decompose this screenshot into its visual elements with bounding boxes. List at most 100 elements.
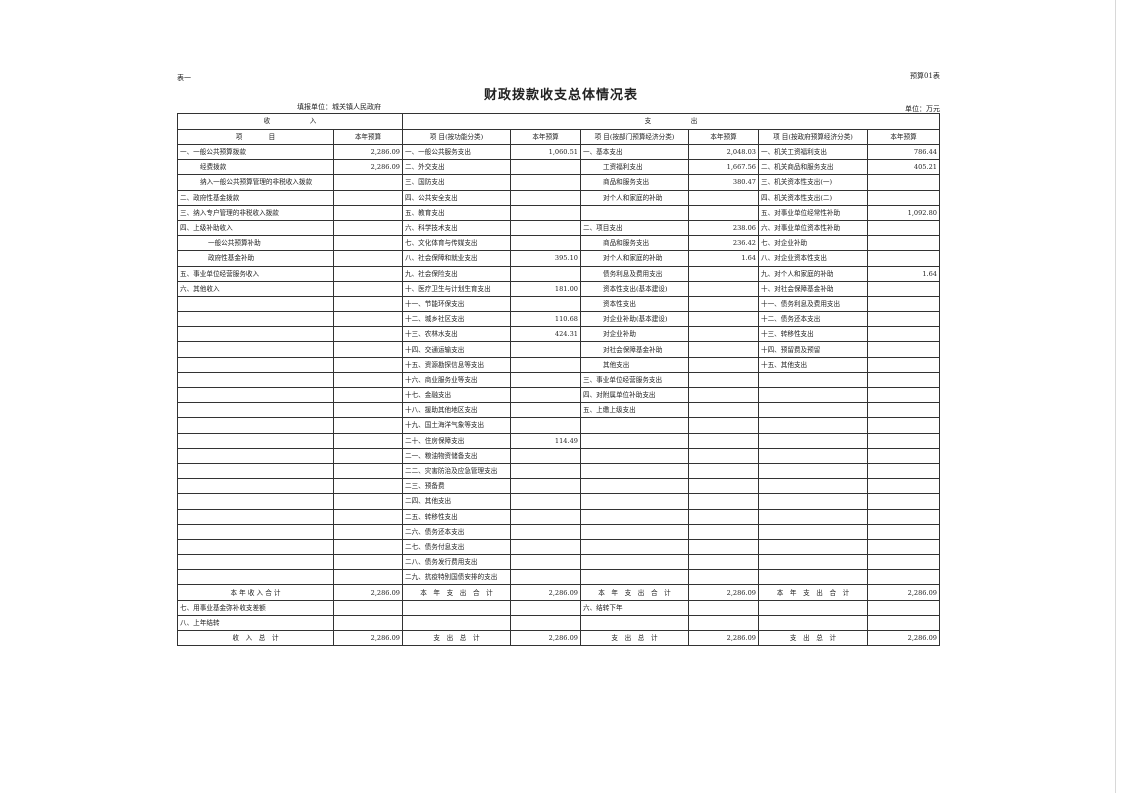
income-item-cell: 七、用事业基金弥补收支差额: [177, 599, 334, 616]
gov-budget-cell: [867, 432, 940, 449]
dept-budget-cell: [688, 523, 759, 540]
dept-item-cell: 对社会保障基金补助: [580, 341, 689, 358]
income-item-cell: 六、其他收入: [177, 280, 334, 297]
income-budget-cell: [333, 417, 403, 434]
gov-item-cell: 支 出 总 计: [758, 629, 868, 647]
income-item-cell: 一般公共预算补助: [177, 235, 334, 252]
expense-group-header: 支 出: [402, 113, 940, 130]
func-budget-cell: [510, 204, 581, 221]
income-item-cell: 政府性基金补助: [177, 250, 334, 267]
income-budget-cell: [333, 219, 403, 237]
table-row: 十五、资源勘探信息等支出 其他支出 十五、其他支出: [177, 356, 940, 373]
gov-item-cell: [758, 538, 868, 556]
func-item-cell: 二一、粮油物资储备支出: [402, 447, 511, 464]
income-item-cell: [177, 402, 334, 419]
table-row: 一般公共预算补助 七、文化体育与传媒支出 商品和服务支出 236.42 七、对企业补助: [177, 235, 940, 252]
table-row: 四、上级补助收入 六、科学技术支出 二、项目支出 238.06 六、对事业单位资本性补助: [177, 219, 940, 237]
func-budget-cell: [510, 508, 581, 525]
func-item-cell: 十三、农林水支出: [402, 326, 511, 343]
dept-budget-cell: [688, 356, 759, 373]
dept-budget-cell: [688, 614, 759, 632]
func-budget-cell: [510, 386, 581, 404]
income-budget-cell: [333, 356, 403, 373]
table-row: 经费拨款 2,286.09 二、外交支出 工资福利支出 1,667.56 二、机关商品和服…: [177, 159, 940, 176]
table-row: 十一、节能环保支出 资本性支出 十一、债务利息及费用支出: [177, 295, 940, 313]
table-number: 表一: [177, 74, 191, 82]
income-item-cell: 八、上年结转: [177, 614, 334, 632]
dept-item-cell: [580, 508, 689, 525]
total-row: 收 入 总 计 2,286.09 支 出 总 计 2,286.09 支 出 总 计 2,2…: [177, 629, 940, 647]
gov-budget-cell: [867, 478, 940, 495]
filing-unit: 填报单位：城关镇人民政府: [297, 103, 381, 111]
gov-budget-cell: [867, 493, 940, 510]
dept-item-cell: 五、上缴上级支出: [580, 402, 689, 419]
total-row: 本 年 收 入 合 计 2,286.09 本 年 支 出 合 计 2,286.09 本 …: [177, 584, 940, 601]
gov-budget-cell: [867, 326, 940, 343]
income-budget-cell: [333, 538, 403, 556]
table-row: 纳入一般公共预算管理的非税收入拨款 三、国防支出 商品和服务支出 380.47 三、机关…: [177, 174, 940, 191]
income-item-cell: [177, 356, 334, 373]
income-budget-cell: [333, 265, 403, 282]
gov-item-cell: [758, 402, 868, 419]
dept-item-cell: [580, 569, 689, 586]
dept-item-cell: 二、项目支出: [580, 219, 689, 237]
income-item-header: 项 目: [177, 128, 334, 145]
gov-item-cell: [758, 599, 868, 616]
dept-item-cell: [580, 538, 689, 556]
gov-item-cell: [758, 447, 868, 464]
gov-item-cell: 四、机关资本性支出(二): [758, 189, 868, 206]
gov-item-cell: 十四、预留费及预留: [758, 341, 868, 358]
dept-item-cell: 其他支出: [580, 356, 689, 373]
func-item-cell: 十一、节能环保支出: [402, 295, 511, 313]
dept-item-cell: 对个人和家庭的补助: [580, 189, 689, 206]
table-row: 十三、农林水支出 424.31 对企业补助 十三、转移性支出: [177, 326, 940, 343]
dept-budget-cell: [688, 386, 759, 404]
dept-budget-cell: 238.06: [688, 219, 759, 237]
gov-item-cell: 七、对企业补助: [758, 235, 868, 252]
func-budget-cell: [510, 538, 581, 556]
func-item-cell: 十、医疗卫生与计划生育支出: [402, 280, 511, 297]
func-budget-cell: [510, 341, 581, 358]
income-item-cell: [177, 326, 334, 343]
income-budget-cell: [333, 508, 403, 525]
func-item-cell: 十五、资源勘探信息等支出: [402, 356, 511, 373]
func-budget-cell: [510, 478, 581, 495]
func-item-cell: 本 年 支 出 合 计: [402, 584, 511, 601]
gov-item-cell: [758, 371, 868, 389]
gov-budget-cell: [867, 508, 940, 525]
dept-budget-cell: [688, 599, 759, 616]
budget-table: 收 入 支 出 项 目 本年预算 项 目(按功能分类) 本年预算 项 目(按部门…: [177, 113, 940, 647]
income-budget-cell: [333, 280, 403, 297]
func-budget-cell: [510, 295, 581, 313]
gov-budget-cell: [867, 235, 940, 252]
income-budget-cell: [333, 447, 403, 464]
income-item-cell: 本 年 收 入 合 计: [177, 584, 334, 601]
func-item-cell: 七、文化体育与传媒支出: [402, 235, 511, 252]
income-item-cell: [177, 538, 334, 556]
income-budget-cell: [333, 295, 403, 313]
func-budget-cell: 1,060.51: [510, 143, 581, 161]
dept-budget-cell: [688, 417, 759, 434]
income-item-cell: [177, 447, 334, 464]
table-row: 二四、其他支出: [177, 493, 940, 510]
income-budget-cell: [333, 326, 403, 343]
total-row: 八、上年结转: [177, 614, 940, 632]
page-title: 财政拨款收支总体情况表: [483, 88, 638, 103]
dept-item-cell: 对个人和家庭的补助: [580, 250, 689, 267]
table-row: 二九、抗疫特别国债安排的支出: [177, 569, 940, 586]
gov-budget-cell: [867, 569, 940, 586]
gov-budget-cell: [867, 311, 940, 328]
dept-item-cell: [580, 417, 689, 434]
func-item-cell: 二八、债务发行费用支出: [402, 554, 511, 571]
dept-item-cell: 一、基本支出: [580, 143, 689, 161]
table-row: 二二、灾害防治及应急管理支出: [177, 462, 940, 480]
income-budget-cell: [333, 235, 403, 252]
table-row: 三、纳入专户管理的非税收入拨款 五、教育支出 五、对事业单位经常性补助 1,092.8…: [177, 204, 940, 221]
income-budget-cell: 2,286.09: [333, 159, 403, 176]
income-item-cell: [177, 417, 334, 434]
income-item-cell: 三、纳入专户管理的非税收入拨款: [177, 204, 334, 221]
gov-budget-cell: 1.64: [867, 265, 940, 282]
gov-item-cell: 三、机关资本性支出(一): [758, 174, 868, 191]
income-budget-cell: [333, 432, 403, 449]
dept-budget-cell: 2,286.09: [688, 584, 759, 601]
